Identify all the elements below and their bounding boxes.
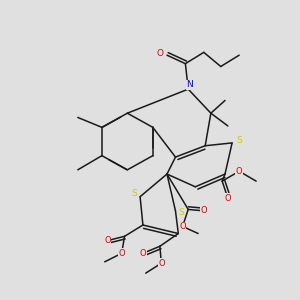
Text: O: O — [236, 167, 242, 176]
Text: O: O — [156, 49, 164, 58]
Text: O: O — [104, 236, 111, 245]
Text: S: S — [236, 136, 242, 145]
Text: O: O — [224, 194, 231, 202]
Text: S: S — [132, 189, 137, 198]
Text: O: O — [140, 249, 146, 258]
Text: O: O — [200, 206, 207, 215]
Text: N: N — [186, 80, 193, 89]
Text: O: O — [118, 249, 125, 258]
Text: O: O — [179, 222, 186, 231]
Text: S: S — [178, 208, 184, 217]
Text: O: O — [158, 259, 165, 268]
